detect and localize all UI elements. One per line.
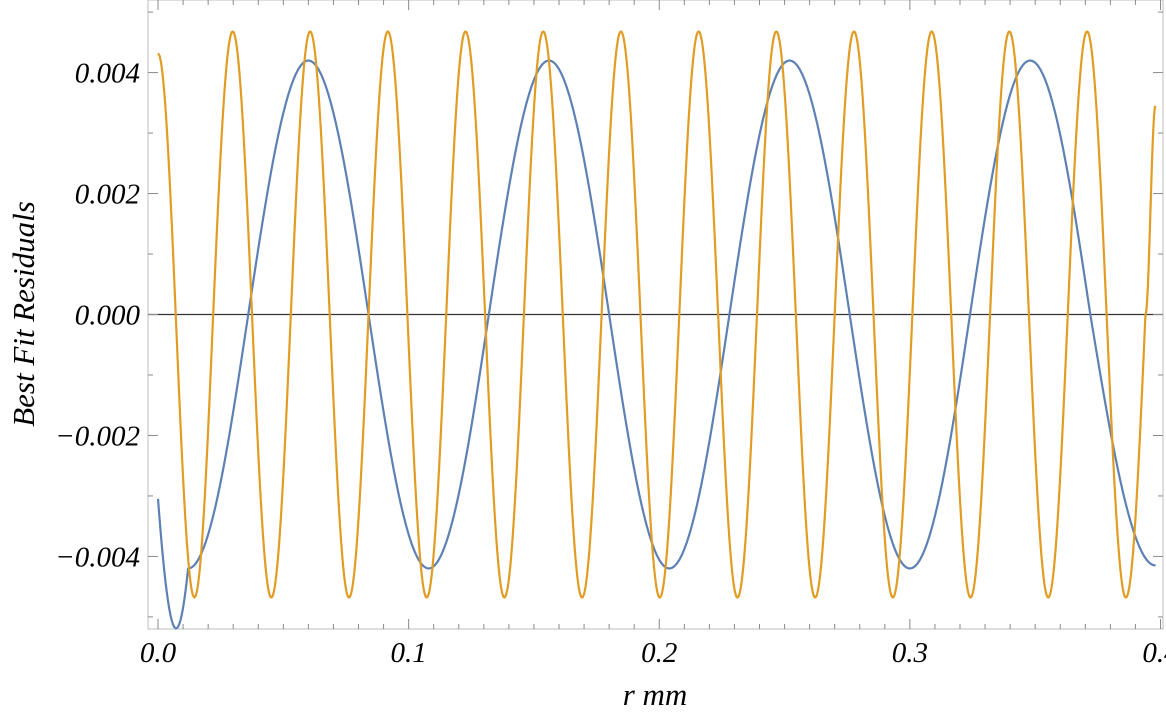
x-tick-label: 0.2 (641, 637, 677, 669)
y-axis-title: Best Fit Residuals (6, 201, 41, 427)
y-tick-label: 0.000 (75, 300, 141, 332)
series-line-1 (156, 59, 1156, 630)
y-tick-label: −0.002 (55, 420, 140, 452)
y-tick-label: 0.002 (75, 179, 140, 211)
x-tick-label: 0.1 (391, 637, 427, 669)
y-ticks: −0.004 −0.002 0.000 0.002 0.004 (55, 11, 1163, 618)
y-tick-label: 0.004 (75, 58, 140, 90)
y-tick-label: −0.004 (55, 541, 140, 573)
x-axis-title: r mm (623, 677, 688, 712)
x-tick-label: 0.3 (892, 637, 928, 669)
series-line-2 (157, 30, 1157, 599)
x-tick-label: 0.0 (140, 637, 177, 669)
x-tick-label: 0.4 (1142, 637, 1166, 669)
x-ticks: 0.0 0.1 0.2 0.3 0.4 (140, 0, 1166, 669)
series-group (156, 30, 1157, 630)
